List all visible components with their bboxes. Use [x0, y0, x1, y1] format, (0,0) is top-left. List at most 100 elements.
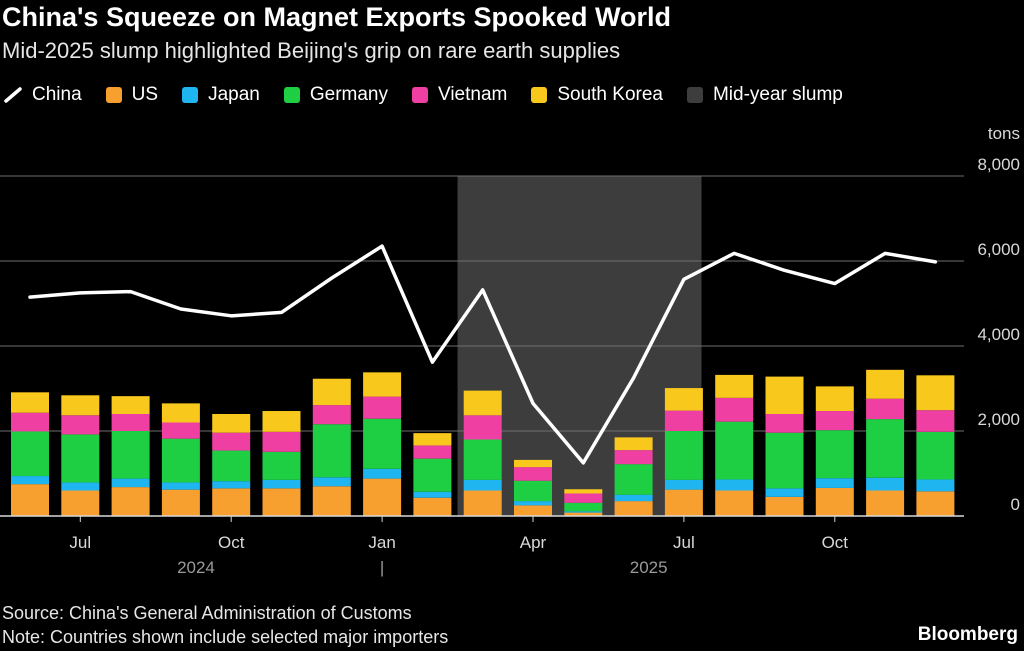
bar-segment-germany	[916, 431, 955, 480]
bar-segment-vietnam	[664, 410, 703, 431]
bar-segment-us	[161, 489, 200, 516]
bar-segment-japan	[312, 477, 351, 487]
bar-segment-germany	[212, 450, 251, 482]
bar-segment-japan	[514, 501, 552, 506]
bar-segment-vietnam	[212, 432, 251, 451]
bar-segment-vietnam	[866, 398, 905, 420]
bar-segment-vietnam	[564, 493, 603, 503]
bar-segment-us	[61, 490, 100, 516]
legend-swatch	[531, 87, 548, 103]
legend-item-china: China	[4, 84, 82, 106]
bar-segment-south-korea	[765, 376, 804, 414]
x-tick-label: Apr	[520, 533, 547, 552]
bar-segment-south-korea	[212, 414, 251, 433]
bar-segment-us	[916, 491, 955, 516]
bar-segment-japan	[363, 468, 402, 479]
x-tick-label: Oct	[218, 533, 245, 552]
bar-segment-us	[514, 505, 552, 516]
x-year-label: |	[380, 558, 384, 577]
legend-label: Vietnam	[437, 84, 508, 105]
bar-segment-germany	[262, 451, 301, 480]
bar-segment-japan	[866, 477, 905, 491]
bar-segment-japan	[664, 479, 703, 490]
legend-item-us: US	[105, 84, 159, 106]
footnote: Note: Countries shown include selected m…	[2, 627, 449, 647]
bar-segment-south-korea	[262, 411, 301, 432]
y-tick-label: 2,000	[977, 410, 1020, 429]
bar-segment-us	[363, 478, 402, 516]
chart-title: China's Squeeze on Magnet Exports Spooke…	[2, 2, 672, 32]
bar-segment-germany	[463, 439, 502, 480]
x-tick-label: Jul	[69, 533, 91, 552]
bar-segment-us	[564, 512, 603, 516]
bar-segment-japan	[61, 482, 100, 491]
bar-segment-vietnam	[161, 422, 200, 439]
bar-segment-germany	[111, 431, 150, 479]
bar-segment-germany	[866, 419, 905, 478]
bar-segment-south-korea	[363, 372, 402, 397]
legend-item-vietnam: Vietnam	[411, 84, 508, 106]
bar-segment-japan	[815, 478, 854, 488]
chart-plot: 0 2,000 4,000 6,000 8,000 tons Jul Oct Jan Apr Jul…	[0, 124, 1020, 577]
bar-segment-japan	[413, 491, 452, 498]
bar-segment-vietnam	[463, 415, 502, 440]
bar-segment-us	[312, 486, 351, 516]
legend-label: South Korea	[557, 84, 663, 105]
bar-segment-south-korea	[715, 374, 754, 398]
y-tick-label: 8,000	[977, 155, 1020, 174]
bar-segment-japan	[212, 481, 251, 489]
bar-segment-us	[111, 487, 150, 516]
bar-segment-vietnam	[815, 411, 854, 431]
x-year-label: 2025	[630, 558, 668, 577]
bar-segment-us	[262, 488, 301, 516]
source-note: Source: China's General Administration o…	[2, 603, 412, 623]
brand-logo: Bloomberg	[917, 624, 1018, 645]
bar-segment-germany	[413, 458, 452, 492]
bar-segment-us	[212, 488, 251, 516]
bar-segment-japan	[765, 488, 804, 497]
bar-segment-south-korea	[61, 395, 100, 416]
bar-segment-us	[413, 497, 452, 516]
bar-segment-us	[463, 490, 502, 516]
legend-item-south-korea: South Korea	[531, 84, 663, 106]
bar-segment-south-korea	[11, 392, 49, 413]
y-tick-label: 4,000	[977, 325, 1020, 344]
bar-segment-us	[715, 490, 754, 516]
legend: China US Japan Germany Vietnam South Kor…	[4, 84, 867, 106]
bar-segment-south-korea	[815, 386, 854, 412]
legend-item-japan: Japan	[182, 84, 260, 106]
bar-segment-vietnam	[61, 415, 100, 435]
bar-segment-japan	[11, 476, 49, 485]
bar-segment-germany	[514, 480, 552, 502]
x-tick-label: Oct	[822, 533, 849, 552]
bar-segment-vietnam	[715, 397, 754, 422]
bar-segment-south-korea	[161, 403, 200, 423]
bar-segment-vietnam	[262, 431, 301, 452]
legend-swatch	[105, 87, 122, 103]
bar-segment-germany	[564, 502, 603, 512]
bar-segment-south-korea	[614, 437, 653, 451]
bar-segment-japan	[564, 511, 603, 513]
x-tick-label: Jan	[368, 533, 395, 552]
y-unit-label: tons	[988, 124, 1020, 143]
bar-segment-south-korea	[514, 459, 552, 468]
legend-label: Germany	[309, 84, 388, 105]
legend-label: US	[131, 84, 159, 105]
bar-segment-japan	[715, 479, 754, 491]
bar-segment-germany	[614, 464, 653, 495]
y-tick-label: 6,000	[977, 240, 1020, 259]
legend-label: Mid-year slump	[712, 84, 843, 105]
bar-segment-south-korea	[413, 433, 452, 446]
x-tick-label: Jul	[673, 533, 695, 552]
bar-segment-us	[765, 496, 804, 516]
bar-segment-vietnam	[413, 445, 452, 459]
bar-segment-germany	[815, 430, 854, 479]
bar-segment-vietnam	[312, 405, 351, 425]
bar-segment-vietnam	[111, 414, 150, 431]
bar-segment-us	[614, 501, 653, 516]
bar-segment-germany	[312, 424, 351, 478]
bar-segment-japan	[614, 494, 653, 502]
bar-segment-japan	[262, 479, 301, 489]
bar-segment-germany	[61, 434, 100, 483]
bar-segment-vietnam	[514, 467, 552, 481]
